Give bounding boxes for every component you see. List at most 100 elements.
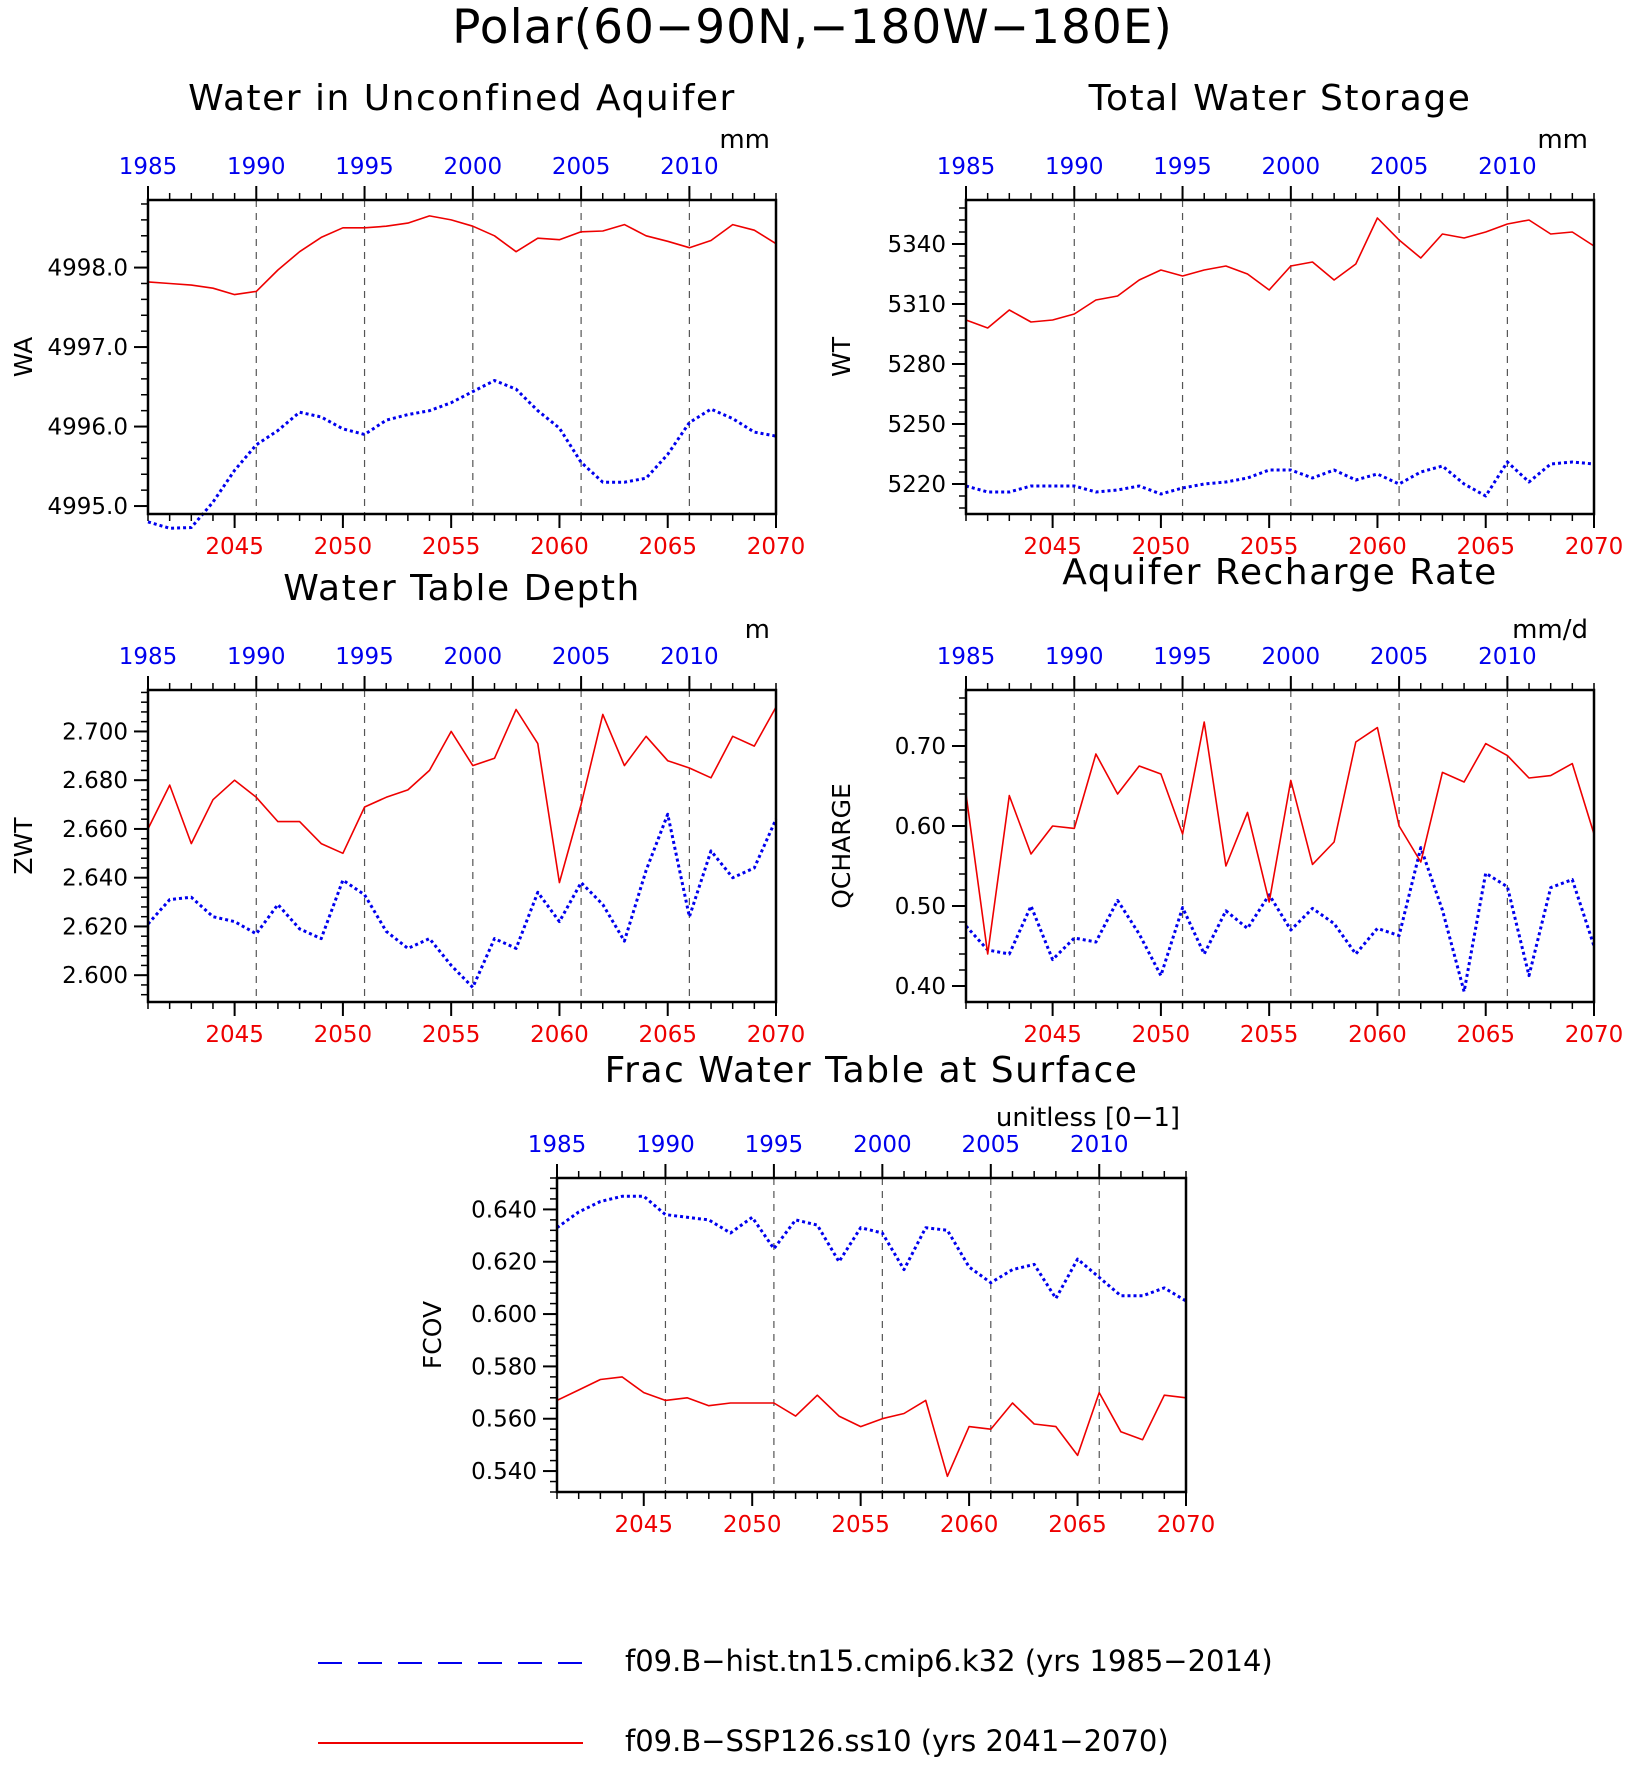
plot-frame	[146, 688, 778, 1004]
bottom-tick-label: 2060	[530, 534, 589, 560]
series-hist-line	[965, 460, 1595, 498]
y-tick-label: 2.680	[62, 768, 128, 794]
top-tick-label: 2005	[1370, 154, 1429, 180]
y-axis-label: FCOV	[418, 1301, 447, 1369]
bottom-tick-label: 2050	[723, 1512, 782, 1538]
bottom-tick-label: 2060	[1348, 1022, 1407, 1048]
series-hist-line	[147, 379, 777, 530]
y-axis-label: WA	[9, 337, 38, 377]
panel-units: mm	[1537, 125, 1588, 155]
top-tick-label: 1985	[937, 154, 996, 180]
bottom-tick-label: 2060	[1348, 534, 1407, 560]
top-tick-label: 1990	[636, 1132, 695, 1158]
top-tick-label: 2005	[552, 154, 611, 180]
legend: f09.B−hist.tn15.cmip6.k32 (yrs 1985−2014…	[0, 1600, 1625, 1760]
bottom-tick-label: 2060	[940, 1512, 999, 1538]
top-tick-label: 1995	[335, 154, 394, 180]
y-tick-label: 0.640	[471, 1197, 537, 1223]
y-axis-label: WT	[827, 336, 856, 377]
panel-3: Water Table Depth m 1985 1990 1995 2000 2005 20…	[9, 568, 805, 1048]
bottom-tick-label: 2065	[1456, 534, 1515, 560]
bottom-tick-label: 2070	[1565, 1022, 1624, 1048]
y-tick-label: 5250	[887, 412, 946, 438]
bottom-tick-label: 2055	[422, 1022, 481, 1048]
panel-units: unitless [0−1]	[996, 1103, 1180, 1133]
bottom-tick-label: 2045	[205, 1022, 264, 1048]
top-tick-label: 2010	[1478, 644, 1537, 670]
y-tick-label: 2.660	[62, 817, 128, 843]
y-tick-label: 4995.0	[48, 494, 128, 520]
series-ssp-line	[965, 721, 1595, 955]
bottom-tick-label: 2065	[1048, 1512, 1107, 1538]
bottom-tick-label: 2050	[314, 1022, 373, 1048]
bottom-tick-label: 2045	[205, 534, 264, 560]
top-tick-label: 1995	[1153, 644, 1212, 670]
y-tick-label: 0.60	[895, 814, 946, 840]
top-tick-label: 2010	[1478, 154, 1537, 180]
y-tick-label: 0.40	[895, 974, 946, 1000]
series-ssp-line	[147, 706, 777, 884]
bottom-tick-label: 2045	[1023, 534, 1082, 560]
top-tick-label: 1985	[119, 154, 178, 180]
top-tick-label: 1990	[227, 154, 286, 180]
top-tick-label: 2010	[660, 644, 719, 670]
panel-title: Aquifer Recharge Rate	[1062, 552, 1498, 593]
panel-title: Total Water Storage	[1088, 78, 1472, 119]
panel-title: Water Table Depth	[283, 568, 641, 609]
bottom-tick-label: 2050	[1132, 1022, 1191, 1048]
panel-4: Aquifer Recharge Rate mm/d 1985 1990 1995 200…	[827, 552, 1623, 1048]
y-tick-label: 0.50	[895, 894, 946, 920]
y-tick-label: 5310	[887, 292, 946, 318]
series-ssp-line	[147, 215, 777, 296]
y-axis-label: QCHARGE	[827, 783, 856, 909]
y-tick-label: 0.600	[471, 1302, 537, 1328]
plot-frame	[964, 688, 1596, 1004]
panel-5: Frac Water Table at Surface unitless [0−1…	[418, 1050, 1215, 1538]
series-hist-line	[556, 1194, 1187, 1303]
legend-lines	[318, 1662, 583, 1744]
top-tick-label: 2000	[444, 154, 503, 180]
y-tick-label: 0.580	[471, 1354, 537, 1380]
bottom-tick-label: 2045	[614, 1512, 673, 1538]
top-tick-label: 2005	[962, 1132, 1021, 1158]
y-tick-label: 2.640	[62, 866, 128, 892]
bottom-tick-label: 2050	[314, 534, 373, 560]
y-tick-label: 4996.0	[48, 415, 128, 441]
bottom-tick-label: 2045	[1023, 1022, 1082, 1048]
bottom-tick-label: 2055	[1240, 1022, 1299, 1048]
panel-title: Water in Unconfined Aquifer	[188, 78, 736, 119]
bottom-tick-label: 2065	[1456, 1022, 1515, 1048]
top-tick-label: 1985	[119, 644, 178, 670]
main-title: Polar(60−90N,−180W−180E)	[452, 0, 1173, 55]
y-tick-label: 0.560	[471, 1407, 537, 1433]
top-tick-label: 1995	[1153, 154, 1212, 180]
top-tick-label: 1995	[745, 1132, 804, 1158]
panel-units: m	[745, 615, 770, 645]
top-tick-label: 1990	[1045, 154, 1104, 180]
top-tick-label: 1985	[937, 644, 996, 670]
top-tick-label: 2000	[444, 644, 503, 670]
panel-units: mm/d	[1512, 615, 1588, 645]
y-tick-label: 2.600	[62, 963, 128, 989]
bottom-tick-label: 2055	[831, 1512, 890, 1538]
bottom-tick-label: 2065	[638, 1022, 697, 1048]
y-tick-label: 0.620	[471, 1250, 537, 1276]
panel-1: Water in Unconfined Aquifer mm 1985 1990 199…	[9, 78, 805, 560]
bottom-tick-label: 2055	[422, 534, 481, 560]
top-tick-label: 2000	[853, 1132, 912, 1158]
top-tick-label: 2005	[552, 644, 611, 670]
bottom-tick-label: 2070	[1157, 1512, 1216, 1538]
top-tick-label: 2005	[1370, 644, 1429, 670]
y-tick-label: 5340	[887, 232, 946, 258]
bottom-tick-label: 2070	[747, 534, 806, 560]
series-hist-line	[964, 846, 1596, 994]
plot-frame	[146, 198, 778, 516]
y-tick-label: 4998.0	[48, 256, 128, 282]
top-tick-label: 1995	[335, 644, 394, 670]
bottom-tick-label: 2070	[747, 1022, 806, 1048]
top-tick-label: 2000	[1262, 644, 1321, 670]
bottom-tick-label: 2055	[1240, 534, 1299, 560]
series-hist-line	[146, 812, 778, 989]
panel-units: mm	[719, 125, 770, 155]
